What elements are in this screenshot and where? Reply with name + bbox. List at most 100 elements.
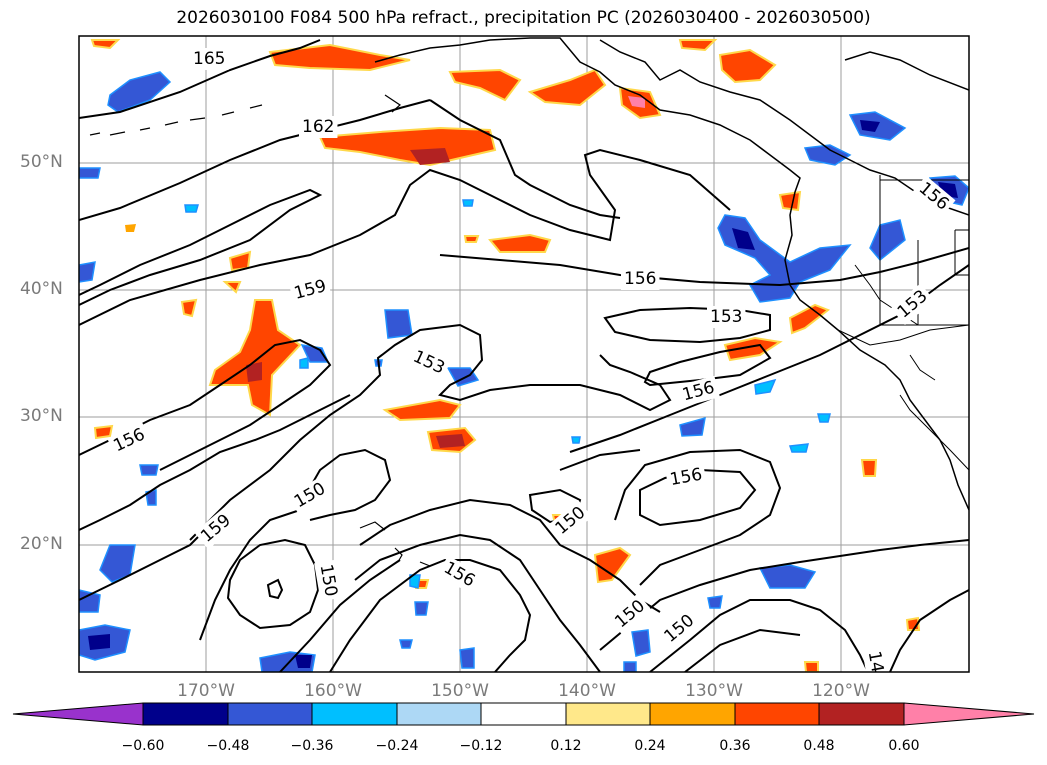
colorbar-segment [565,702,651,726]
precip-patch [268,43,411,72]
precip-patch [869,219,906,262]
precip-patch [139,464,159,476]
precip-patch [107,71,172,113]
precip-patch [436,434,465,448]
lon-label: 150°W [431,681,489,701]
islands [89,94,449,579]
precip-patch [754,378,777,395]
colorbar-extend-high [903,702,1035,726]
colorbar-segment [311,702,398,726]
contour-label-bg [665,463,707,492]
precip-patch [527,68,607,107]
contour-label-bg [548,499,593,542]
contour-label-bg [608,593,652,635]
precip-patch [803,144,852,166]
contour-label-bg [911,175,956,218]
precip-patch [817,413,831,423]
precip-patch [488,233,552,253]
contour-label-bg [621,268,660,290]
precip-patch [88,634,110,650]
precip-patch [448,68,522,102]
precip-patch [718,48,777,84]
lon-label: 170°W [177,681,235,701]
lat-label: 50°N [20,152,63,172]
precip-patch [180,298,198,318]
contour-label-bg [437,555,482,594]
precip-patch [410,148,450,165]
colorbar-tick-label: 0.24 [634,738,666,754]
contour-label-bg [657,607,702,650]
colorbar-tick-label: −0.60 [121,738,165,754]
plot-frame [78,35,970,673]
precip-patch [803,661,819,672]
lon-label: 130°W [685,681,743,701]
precip-patch [246,362,262,382]
refractivity-contours [79,39,969,672]
contour-label-bg [287,476,333,515]
precip-patch [409,574,421,589]
precip-patch [631,629,651,657]
precip-patch [382,398,462,422]
colorbar-tick-label: 0.60 [888,738,920,754]
precip-patch [79,261,96,283]
contour-label-bg [677,375,720,408]
contour-label: 14 [864,650,887,675]
precip-patch [462,199,474,207]
lat-label: 30°N [20,406,63,426]
precip-patch [208,299,302,417]
contour-label-bg [299,116,338,138]
colorbar-extend-low [12,702,144,726]
lon-label: 160°W [304,681,362,701]
precip-patch [628,96,645,108]
colorbar-tick-label: −0.48 [206,738,250,754]
precip-patch [399,639,413,649]
contour-label: 156 [624,269,656,289]
colorbar [12,702,1035,726]
contour-label-bg [862,646,889,672]
precip-patch [571,436,581,444]
precip-patch [299,357,309,369]
precip-patch [788,303,831,335]
colorbar-segment [142,702,229,726]
contour-label-bg [890,283,935,326]
map-title: 2026030100 F084 500 hPa refract., precip… [176,8,871,28]
contour-label: 165 [193,49,225,69]
colorbar-tick-label: −0.12 [459,738,503,754]
precip-patch [414,601,429,616]
colorbar-tick-label: 0.48 [803,738,835,754]
colorbar-tick-label: −0.36 [290,738,334,754]
precip-patch [384,309,413,339]
precip-patch [459,647,475,669]
colorbar-segment [818,702,905,726]
precip-patch [679,416,706,437]
contour-label-group: 165 162 159 156 153 153 156 156 153 156 … [107,48,956,675]
precip-patch [295,655,312,668]
contour-label-bg [314,559,343,602]
precip-patch [860,120,880,132]
lat-label: 20°N [20,534,63,554]
colorbar-segment [734,702,820,726]
precip-patch [623,661,637,672]
contour-label-bg [288,274,332,306]
colorbar-tick-label: 0.12 [550,738,582,754]
precip-patch [788,443,809,453]
precip-positive-areas [90,39,921,672]
precip-patch [778,190,802,212]
colorbar-segment [480,702,567,726]
precip-patch [79,167,101,179]
contour-label: 153 [710,307,742,327]
precip-patch [125,224,136,232]
precip-patch [707,595,723,609]
precip-patch [723,336,783,362]
lat-label: 40°N [20,279,63,299]
precip-patch [318,126,497,167]
colorbar-tick-label: −0.24 [375,738,419,754]
colorbar-segment [396,702,482,726]
precip-patch [593,546,632,584]
colorbar-segment [227,702,313,726]
precip-patch [732,228,755,250]
precip-patch [463,235,480,243]
contour-label-bg [190,48,229,70]
precip-patch [678,39,718,52]
colorbar-segment [649,702,736,726]
